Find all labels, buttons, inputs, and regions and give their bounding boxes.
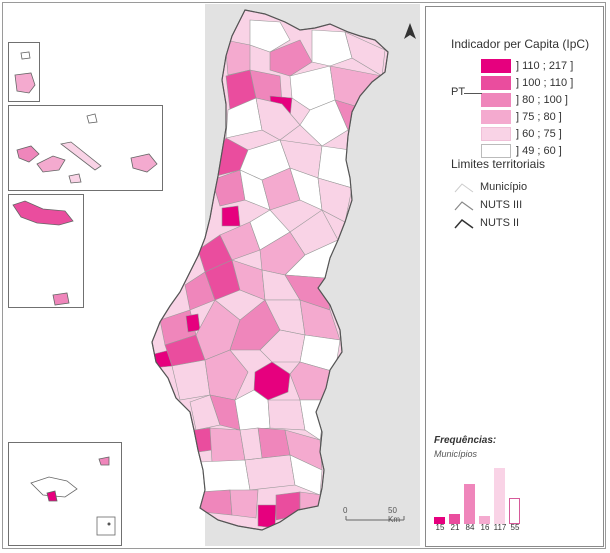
legend-panel: Indicador per Capita (IpC) ] 110 ; 217 ]… xyxy=(425,6,604,547)
legend-swatch xyxy=(481,109,511,124)
island-shape xyxy=(30,476,78,498)
legend-class-row: ] 110 ; 217 ] xyxy=(481,57,573,74)
histogram-bar xyxy=(434,517,445,524)
legend-class-label: ] 49 ; 60 ] xyxy=(516,144,562,157)
legend-class-label: ] 100 ; 110 ] xyxy=(516,76,574,89)
island-shape xyxy=(86,113,98,124)
azores-west-islands xyxy=(14,51,36,94)
legend-class-label: ] 110 ; 217 ] xyxy=(516,59,574,72)
portugal-mainland-municipalities xyxy=(151,9,389,531)
histogram-count-label: 16 xyxy=(480,523,490,532)
limits-title: Limites territoriais xyxy=(451,157,546,171)
island-shape xyxy=(107,522,111,526)
selvagens-inset-box xyxy=(96,516,116,536)
municipality-region xyxy=(244,454,296,491)
island-shape xyxy=(68,173,82,184)
frequencies-subtitle: Municípios xyxy=(434,449,478,459)
limit-label: NUTS II xyxy=(480,217,520,229)
frequencies-title: Frequências: xyxy=(434,435,497,446)
scale-zero: 0 xyxy=(343,506,348,515)
municipality-region xyxy=(185,313,201,333)
municipality-region xyxy=(249,19,291,53)
municipality-region xyxy=(193,427,213,453)
island-shape xyxy=(36,155,66,173)
municipio-line-icon xyxy=(454,183,474,193)
municipality-region xyxy=(311,29,353,67)
histogram-count-label: 117 xyxy=(493,523,507,532)
madeira-islands xyxy=(30,456,116,536)
municipality-fills xyxy=(152,19,386,529)
histogram-count-label: 21 xyxy=(450,523,460,532)
histogram-bar xyxy=(494,468,505,524)
municipality-region xyxy=(269,39,313,77)
legend-swatch xyxy=(481,75,511,90)
legend-swatch xyxy=(481,58,511,73)
limit-row-nuts-iii: NUTS III xyxy=(454,197,522,213)
legend-swatch xyxy=(481,143,511,158)
legend-class-label: ] 75 ; 80 ] xyxy=(516,110,562,123)
municipality-region xyxy=(255,97,301,141)
legend-class-label: ] 60 ; 75 ] xyxy=(516,127,562,140)
inset-azores-east xyxy=(8,194,84,308)
pt-marker-line xyxy=(464,93,482,94)
municipality-region xyxy=(275,491,301,521)
legend-swatch xyxy=(481,126,511,141)
municipality-region xyxy=(197,489,233,516)
nuts-ii-line-icon xyxy=(454,218,474,229)
mainland-outline xyxy=(151,9,389,531)
limit-label: Município xyxy=(480,181,528,193)
pt-marker-label: PT xyxy=(451,86,466,98)
nuts-iii-line-icon xyxy=(454,201,474,211)
histogram-count-label: 84 xyxy=(465,523,475,532)
municipality-region xyxy=(267,399,306,431)
azores-central-islands xyxy=(16,113,158,184)
scale-label: 50 Km xyxy=(388,506,400,524)
island-shape xyxy=(12,200,74,226)
histogram-bar xyxy=(509,498,520,524)
island-shape xyxy=(20,51,31,60)
legend-class-row: ] 75 ; 80 ] xyxy=(481,108,562,125)
municipality-region xyxy=(209,427,246,463)
north-arrow-icon xyxy=(404,23,416,39)
histogram-bar xyxy=(449,514,460,524)
legend-class-row: ] 80 ; 100 ] xyxy=(481,91,568,108)
inset-azores-west xyxy=(8,42,40,102)
island-shape xyxy=(46,490,58,502)
island-shape xyxy=(52,292,70,306)
histogram-bar xyxy=(464,484,475,524)
histogram-count-label: 15 xyxy=(435,523,445,532)
municipality-region xyxy=(199,459,251,493)
municipality-region xyxy=(221,205,241,227)
island-shape xyxy=(16,145,40,163)
legend-title: Indicador per Capita (IpC) xyxy=(451,37,590,51)
island-shape xyxy=(14,72,36,94)
scale-bar-graphic xyxy=(345,516,405,521)
legend-class-label: ] 80 ; 100 ] xyxy=(516,93,568,106)
legend-class-row: ] 60 ; 75 ] xyxy=(481,125,562,142)
legend-swatch xyxy=(481,92,511,107)
azores-east-islands xyxy=(12,200,74,306)
island-shape xyxy=(60,141,102,171)
legend-class-row: ] 49 ; 60 ] xyxy=(481,142,562,159)
island-shape xyxy=(130,153,158,173)
inset-madeira xyxy=(8,442,122,546)
limit-label: NUTS III xyxy=(480,199,523,211)
municipality-region xyxy=(204,349,249,401)
limit-row-nuts-ii: NUTS II xyxy=(454,215,519,231)
island-shape xyxy=(98,456,110,466)
scale-bar: 0 50 Km xyxy=(342,506,410,530)
histogram-count-label: 55 xyxy=(510,523,520,532)
municipality-region xyxy=(229,489,259,519)
inset-azores-central xyxy=(8,105,163,191)
limit-row-municipio: Município xyxy=(454,179,527,195)
legend-class-row: ] 100 ; 110 ] xyxy=(481,74,573,91)
north-arrow xyxy=(403,22,417,45)
histogram-bar xyxy=(479,516,490,524)
